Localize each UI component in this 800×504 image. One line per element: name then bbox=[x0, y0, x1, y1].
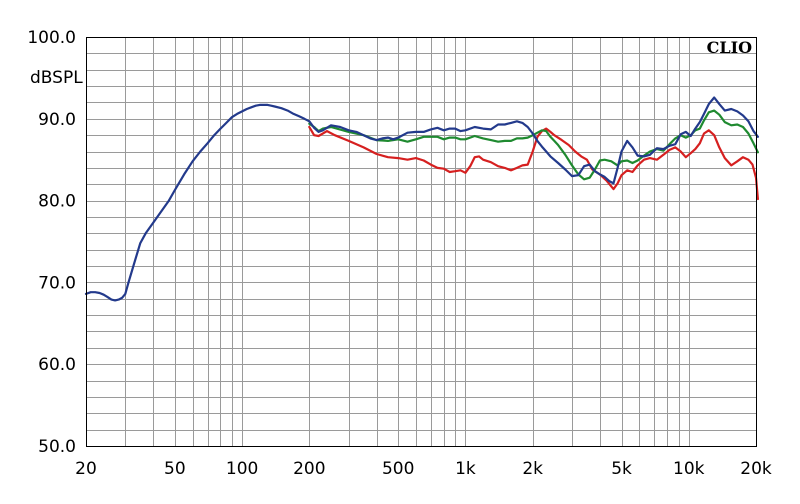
x-tick-label: 10k bbox=[673, 459, 705, 479]
series-line-1 bbox=[308, 125, 760, 201]
series-line-3 bbox=[84, 96, 760, 302]
y-axis-ticks: 100.0 90.0 80.0 70.0 60.0 50.0 bbox=[27, 28, 76, 457]
x-tick-label: 5k bbox=[611, 459, 632, 479]
y-axis-label: dBSPL bbox=[30, 68, 83, 88]
y-tick-label: 50.0 bbox=[38, 437, 76, 457]
x-tick-label: 200 bbox=[293, 459, 325, 479]
y-tick-label: 80.0 bbox=[38, 192, 76, 212]
x-tick-label: 1k bbox=[455, 459, 476, 479]
plot-frame bbox=[86, 37, 757, 447]
x-tick-label: 500 bbox=[382, 459, 414, 479]
x-tick-label: 50 bbox=[164, 459, 186, 479]
x-tick-label: 2k bbox=[522, 459, 543, 479]
series-line-2 bbox=[308, 109, 760, 181]
y-tick-label: 60.0 bbox=[38, 355, 76, 375]
grid bbox=[86, 37, 756, 446]
y-tick-label: 100.0 bbox=[27, 28, 76, 48]
x-axis-ticks: 20 50 100 200 500 1k 2k 5k 10k 20k bbox=[75, 459, 772, 479]
x-tick-label: 20k bbox=[740, 459, 772, 479]
x-tick-label: 20 bbox=[75, 459, 97, 479]
brand-watermark: CLIO bbox=[707, 38, 752, 57]
series-group bbox=[84, 96, 760, 302]
x-tick-label: 100 bbox=[226, 459, 258, 479]
y-tick-label: 90.0 bbox=[38, 110, 76, 130]
y-tick-label: 70.0 bbox=[38, 273, 76, 293]
